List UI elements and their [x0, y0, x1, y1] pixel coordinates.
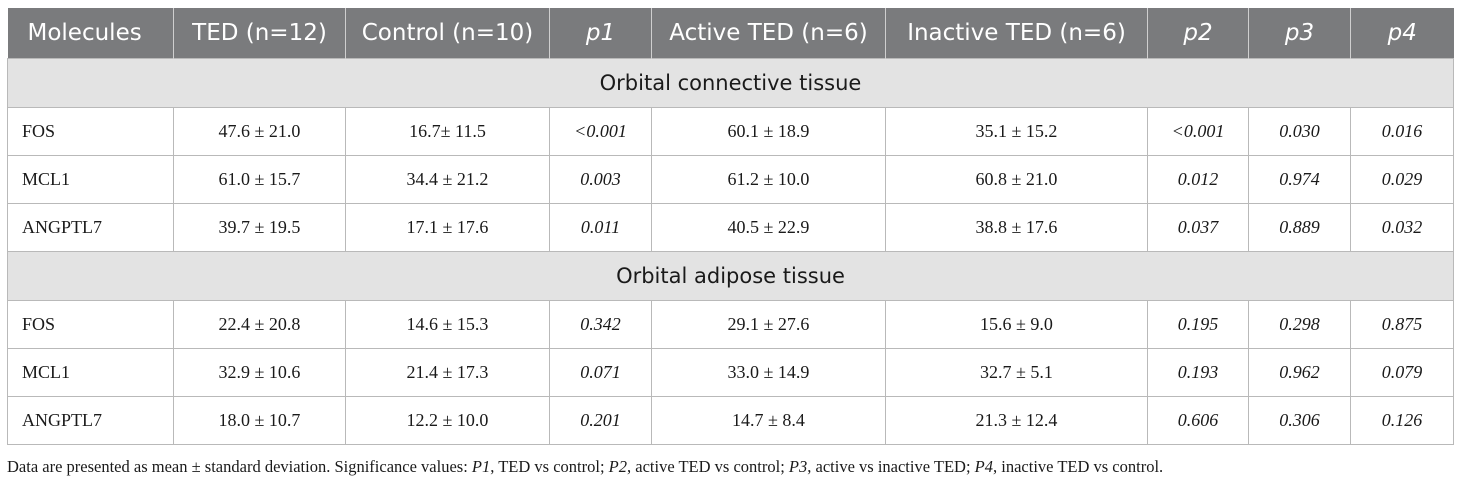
header-row: Molecules TED (n=12) Control (n=10) p1 A… [7, 8, 1454, 59]
cell-active-ted: 60.1 ± 18.9 [651, 107, 886, 156]
footnote-p1-label: P1 [471, 457, 491, 476]
cell-control: 34.4 ± 21.2 [345, 155, 550, 204]
footnote-p4-text: , inactive TED vs control. [993, 457, 1164, 476]
cell-p4: 0.079 [1350, 348, 1454, 397]
header-inactive-ted: Inactive TED (n=6) [885, 8, 1148, 59]
cell-p1: 0.201 [549, 396, 652, 445]
cell-p4: 0.126 [1350, 396, 1454, 445]
results-table-container: Molecules TED (n=12) Control (n=10) p1 A… [7, 8, 1454, 445]
cell-molecule: ANGPTL7 [7, 396, 174, 445]
table-row: FOS 22.4 ± 20.8 14.6 ± 15.3 0.342 29.1 ± 27.… [7, 300, 1454, 349]
cell-active-ted: 61.2 ± 10.0 [651, 155, 886, 204]
cell-p3: 0.962 [1248, 348, 1351, 397]
cell-p4: 0.032 [1350, 203, 1454, 252]
cell-p3: 0.306 [1248, 396, 1351, 445]
cell-p2: 0.195 [1147, 300, 1249, 349]
cell-molecule: FOS [7, 300, 174, 349]
cell-inactive-ted: 32.7 ± 5.1 [885, 348, 1148, 397]
footnote-p3-text: , active vs inactive TED; [807, 457, 975, 476]
section-row: Orbital connective tissue [7, 58, 1454, 108]
cell-active-ted: 29.1 ± 27.6 [651, 300, 886, 349]
cell-active-ted: 33.0 ± 14.9 [651, 348, 886, 397]
footnote-p2-label: P2 [608, 457, 628, 476]
header-p4: p4 [1350, 8, 1454, 59]
cell-inactive-ted: 35.1 ± 15.2 [885, 107, 1148, 156]
cell-p4: 0.016 [1350, 107, 1454, 156]
footnote-p4-label: P4 [974, 457, 994, 476]
cell-active-ted: 14.7 ± 8.4 [651, 396, 886, 445]
cell-p2: 0.193 [1147, 348, 1249, 397]
cell-p1: 0.003 [549, 155, 652, 204]
footnote-intro: Data are presented as mean ± standard de… [7, 457, 472, 476]
cell-p1: 0.011 [549, 203, 652, 252]
table-row: ANGPTL7 39.7 ± 19.5 17.1 ± 17.6 0.011 40.5 ±… [7, 203, 1454, 252]
header-control: Control (n=10) [345, 8, 550, 59]
cell-p2: 0.606 [1147, 396, 1249, 445]
cell-control: 21.4 ± 17.3 [345, 348, 550, 397]
section-title: Orbital adipose tissue [7, 251, 1454, 301]
cell-p1: 0.342 [549, 300, 652, 349]
table-row: ANGPTL7 18.0 ± 10.7 12.2 ± 10.0 0.201 14.7 ±… [7, 396, 1454, 445]
header-p3: p3 [1248, 8, 1351, 59]
cell-inactive-ted: 21.3 ± 12.4 [885, 396, 1148, 445]
cell-inactive-ted: 38.8 ± 17.6 [885, 203, 1148, 252]
cell-molecule: FOS [7, 107, 174, 156]
cell-ted: 22.4 ± 20.8 [173, 300, 346, 349]
footnote-p1-text: , TED vs control; [490, 457, 609, 476]
cell-p3: 0.889 [1248, 203, 1351, 252]
cell-p1: 0.071 [549, 348, 652, 397]
header-ted: TED (n=12) [173, 8, 346, 59]
cell-active-ted: 40.5 ± 22.9 [651, 203, 886, 252]
cell-molecule: MCL1 [7, 155, 174, 204]
cell-p1: <0.001 [549, 107, 652, 156]
header-molecules: Molecules [7, 8, 174, 59]
header-p1: p1 [549, 8, 652, 59]
cell-p2: 0.037 [1147, 203, 1249, 252]
footnote-p3-label: P3 [788, 457, 808, 476]
table-body: Orbital connective tissue FOS 47.6 ± 21.0 1… [7, 58, 1454, 445]
cell-ted: 18.0 ± 10.7 [173, 396, 346, 445]
cell-molecule: ANGPTL7 [7, 203, 174, 252]
table-row: MCL1 32.9 ± 10.6 21.4 ± 17.3 0.071 33.0 ± 14… [7, 348, 1454, 397]
cell-p2: 0.012 [1147, 155, 1249, 204]
cell-p4: 0.875 [1350, 300, 1454, 349]
cell-molecule: MCL1 [7, 348, 174, 397]
cell-control: 14.6 ± 15.3 [345, 300, 550, 349]
cell-control: 12.2 ± 10.0 [345, 396, 550, 445]
section-row: Orbital adipose tissue [7, 251, 1454, 301]
table-row: FOS 47.6 ± 21.0 16.7± 11.5 <0.001 60.1 ± 18.… [7, 107, 1454, 156]
cell-ted: 32.9 ± 10.6 [173, 348, 346, 397]
cell-p4: 0.029 [1350, 155, 1454, 204]
section-title: Orbital connective tissue [7, 58, 1454, 108]
table-footnote: Data are presented as mean ± standard de… [7, 457, 1453, 477]
cell-ted: 47.6 ± 21.0 [173, 107, 346, 156]
cell-ted: 39.7 ± 19.5 [173, 203, 346, 252]
cell-p3: 0.298 [1248, 300, 1351, 349]
cell-p3: 0.030 [1248, 107, 1351, 156]
results-table: Molecules TED (n=12) Control (n=10) p1 A… [7, 8, 1454, 445]
footnote-p2-text: , active TED vs control; [627, 457, 789, 476]
header-active-ted: Active TED (n=6) [651, 8, 886, 59]
cell-p2: <0.001 [1147, 107, 1249, 156]
table-row: MCL1 61.0 ± 15.7 34.4 ± 21.2 0.003 61.2 ± 10… [7, 155, 1454, 204]
cell-p3: 0.974 [1248, 155, 1351, 204]
header-p2: p2 [1147, 8, 1249, 59]
cell-inactive-ted: 15.6 ± 9.0 [885, 300, 1148, 349]
cell-ted: 61.0 ± 15.7 [173, 155, 346, 204]
cell-inactive-ted: 60.8 ± 21.0 [885, 155, 1148, 204]
cell-control: 17.1 ± 17.6 [345, 203, 550, 252]
cell-control: 16.7± 11.5 [345, 107, 550, 156]
